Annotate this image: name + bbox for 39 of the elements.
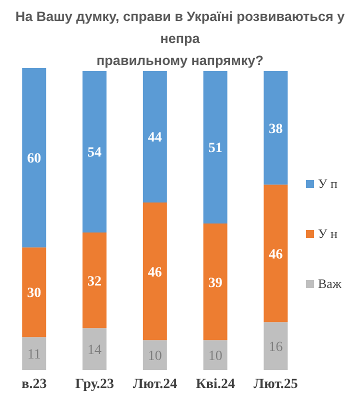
data-label: 38 xyxy=(268,122,283,137)
bar xyxy=(82,232,107,328)
bar xyxy=(203,223,228,340)
legend-label: У н xyxy=(318,226,338,242)
x-tick-label: Лют.25 xyxy=(254,376,298,392)
data-label: 39 xyxy=(208,276,222,291)
data-label: 30 xyxy=(27,286,42,302)
data-label: 10 xyxy=(148,349,162,364)
x-tick-label: Кві.24 xyxy=(196,376,235,392)
legend-label: Важ xyxy=(318,276,342,292)
bar xyxy=(22,68,46,248)
data-label: 46 xyxy=(268,247,283,262)
data-label: 10 xyxy=(208,349,222,364)
x-tick-label: Лют.24 xyxy=(132,376,178,392)
data-label: 51 xyxy=(208,141,222,156)
bar xyxy=(264,70,288,185)
legend-label: У п xyxy=(318,176,338,192)
bar xyxy=(142,340,167,370)
bar xyxy=(22,337,46,370)
data-label: 44 xyxy=(148,130,162,146)
data-label: 14 xyxy=(88,343,102,358)
data-label: 16 xyxy=(268,340,283,356)
bar xyxy=(142,202,167,340)
bar xyxy=(82,328,107,370)
data-label: 46 xyxy=(148,265,162,280)
bar xyxy=(264,184,288,322)
data-label: 11 xyxy=(27,348,41,363)
bar xyxy=(22,247,46,338)
bar xyxy=(142,70,167,203)
data-label: 54 xyxy=(88,146,102,161)
bar xyxy=(203,70,228,224)
data-label: 60 xyxy=(27,152,42,167)
bar xyxy=(203,340,228,370)
x-tick-label: в.23 xyxy=(22,376,47,392)
x-tick-label: Гру.23 xyxy=(75,376,114,392)
data-label: 32 xyxy=(88,274,102,290)
chart-title: На Вашу думку, справи в Україні розвиваються у непра правильному напрямку? xyxy=(14,8,346,68)
bar xyxy=(264,322,288,370)
bar xyxy=(82,70,107,232)
